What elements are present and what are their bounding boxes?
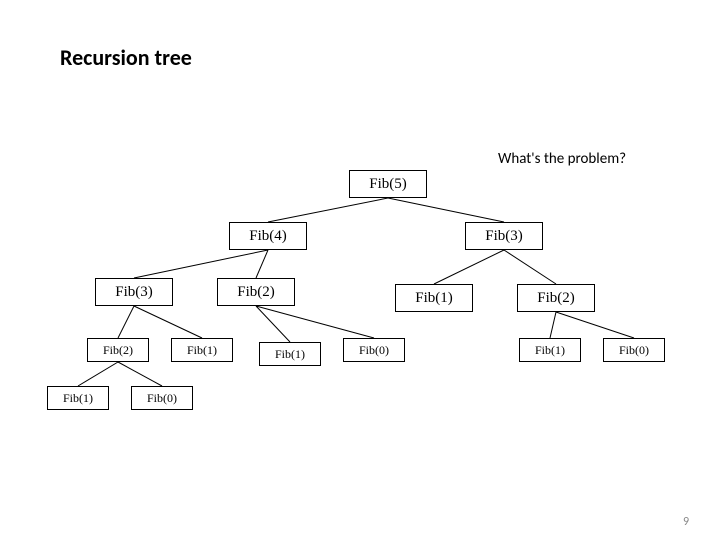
- tree-node: Fib(0): [131, 386, 193, 410]
- tree-node: Fib(1): [171, 338, 233, 362]
- tree-node: Fib(2): [217, 278, 295, 306]
- tree-node-label: Fib(1): [275, 347, 305, 362]
- tree-node: Fib(2): [87, 338, 149, 362]
- tree-edge: [134, 250, 268, 278]
- tree-node-label: Fib(1): [187, 343, 217, 358]
- tree-node: Fib(1): [519, 338, 581, 362]
- tree-node: Fib(3): [465, 222, 543, 250]
- tree-edges: [0, 0, 720, 540]
- tree-edge: [118, 362, 162, 386]
- tree-node-label: Fib(1): [63, 391, 93, 406]
- tree-node-label: Fib(1): [415, 290, 453, 307]
- tree-edge: [388, 198, 504, 222]
- tree-node-label: Fib(2): [237, 284, 275, 301]
- tree-node-label: Fib(0): [619, 343, 649, 358]
- subtitle-text: What's the problem?: [498, 150, 626, 168]
- tree-edge: [550, 312, 556, 338]
- tree-node: Fib(4): [229, 222, 307, 250]
- tree-edge: [556, 312, 634, 338]
- tree-node-label: Fib(2): [537, 290, 575, 307]
- tree-node-label: Fib(3): [115, 284, 153, 301]
- tree-node: Fib(3): [95, 278, 173, 306]
- page-title: Recursion tree: [60, 44, 192, 71]
- tree-edge: [118, 306, 134, 338]
- tree-node: Fib(5): [349, 170, 427, 198]
- tree-node-label: Fib(0): [359, 343, 389, 358]
- tree-node: Fib(2): [517, 284, 595, 312]
- tree-node-label: Fib(5): [369, 176, 407, 193]
- tree-node: Fib(1): [259, 342, 321, 366]
- tree-node: Fib(0): [603, 338, 665, 362]
- tree-edge: [504, 250, 556, 284]
- page-number: 9: [683, 515, 689, 529]
- tree-node-label: Fib(0): [147, 391, 177, 406]
- tree-edge: [78, 362, 118, 386]
- tree-node: Fib(1): [395, 284, 473, 312]
- tree-node-label: Fib(3): [485, 228, 523, 245]
- tree-edge: [256, 306, 290, 342]
- tree-node: Fib(1): [47, 386, 109, 410]
- tree-edge: [268, 198, 388, 222]
- tree-edge: [134, 306, 202, 338]
- tree-edge: [434, 250, 504, 284]
- tree-node-label: Fib(1): [535, 343, 565, 358]
- tree-node-label: Fib(4): [249, 228, 287, 245]
- tree-edge: [256, 306, 374, 338]
- tree-node-label: Fib(2): [103, 343, 133, 358]
- tree-node: Fib(0): [343, 338, 405, 362]
- tree-edge: [256, 250, 268, 278]
